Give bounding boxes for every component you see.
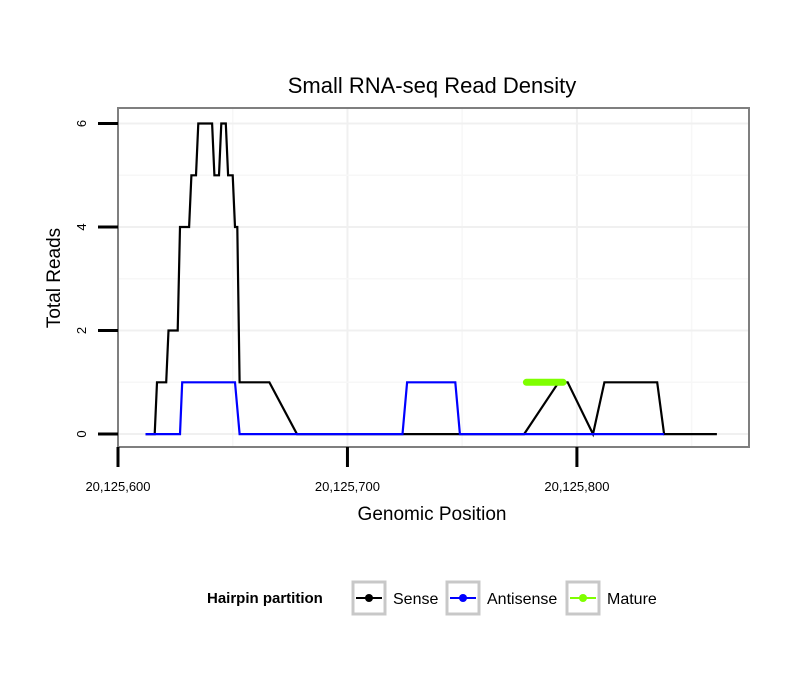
legend-label: Sense (393, 591, 438, 608)
legend-label: Antisense (487, 591, 557, 608)
x-tick-label: 20,125,600 (85, 479, 150, 494)
legend-item-sense: Sense (351, 580, 438, 616)
x-axis: 20,125,600 20,125,700 20,125,800 (85, 447, 609, 494)
y-tick-label: 0 (74, 430, 89, 437)
plot-border (117, 107, 750, 448)
y-tick-label: 4 (74, 223, 89, 230)
legend-key-point (365, 594, 373, 602)
x-tick-label: 20,125,700 (315, 479, 380, 494)
x-axis-title: Genomic Position (358, 504, 507, 525)
y-tick-label: 2 (74, 327, 89, 334)
legend-item-mature: Mature (565, 580, 657, 616)
legend-label: Mature (607, 591, 657, 608)
y-tick-label: 6 (74, 120, 89, 127)
y-axis-title: Total Reads (44, 228, 65, 328)
legend-keys: Sense Antisense Mature (351, 580, 657, 616)
x-tick-label: 20,125,800 (544, 479, 609, 494)
chart-title: Small RNA-seq Read Density (288, 73, 577, 98)
legend-title: Hairpin partition (207, 590, 323, 607)
series-line-antisense (145, 381, 665, 436)
legend-key-point (579, 594, 587, 602)
y-axis: 0 2 4 6 (74, 120, 118, 438)
legend: Hairpin partition Sense Antisense Mature (207, 580, 657, 616)
legend-item-antisense: Antisense (445, 580, 557, 616)
series-layer (145, 122, 717, 438)
legend-key-point (459, 594, 467, 602)
plot-panel (118, 108, 749, 447)
